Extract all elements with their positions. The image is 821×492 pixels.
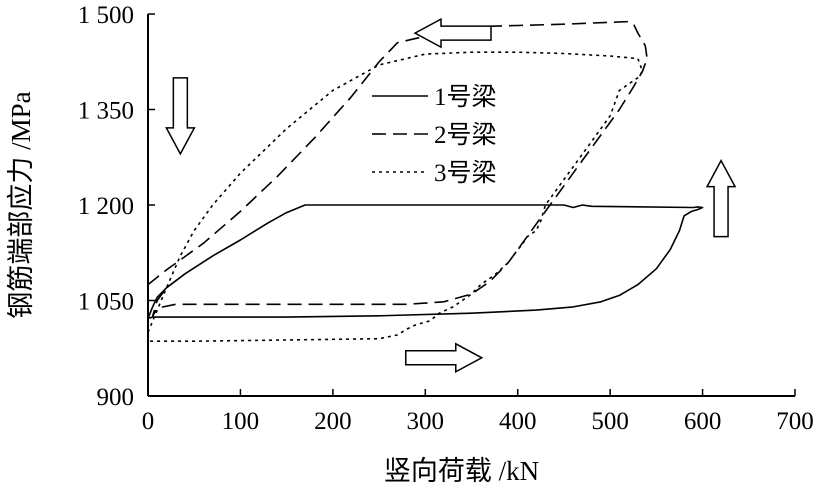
series-line-1 (147, 204, 704, 320)
legend-entry: 3号梁 (434, 159, 497, 187)
arrow-right-icon (405, 342, 484, 374)
y-axis-label: 钢筋端部应力 /MPa (6, 91, 36, 318)
arrow-up-icon (705, 159, 737, 238)
legend-entry: 1号梁 (434, 83, 497, 111)
x-tick-label: 600 (684, 408, 722, 435)
x-tick-label: 300 (407, 408, 445, 435)
y-tick-label: 900 (97, 384, 135, 411)
arrow-left-icon (413, 17, 492, 49)
legend-entry: 2号梁 (434, 121, 497, 149)
x-tick-label: 700 (776, 408, 814, 435)
y-tick-label: 1 200 (78, 193, 134, 220)
arrow-down-icon (165, 77, 196, 156)
x-tick-label: 0 (142, 408, 155, 435)
y-tick-label: 1 500 (78, 2, 134, 29)
y-tick-label: 1 350 (78, 98, 134, 125)
x-axis-label: 竖向荷载 /kN (384, 456, 539, 486)
series-line-3 (147, 51, 644, 342)
axes: 0 100 200 300 400 500 600 700 900 1 050 1 200 1 350… (78, 2, 814, 435)
x-tick-label: 200 (314, 408, 352, 435)
series-line-2 (147, 20, 648, 318)
x-tick-label: 100 (222, 408, 260, 435)
direction-arrows (165, 17, 737, 374)
legend: 1号梁 2号梁 3号梁 (372, 83, 497, 187)
x-tick-label: 500 (591, 408, 629, 435)
y-tick-label: 1 050 (78, 289, 134, 316)
x-tick-label: 400 (499, 408, 537, 435)
series-layer (147, 20, 704, 342)
